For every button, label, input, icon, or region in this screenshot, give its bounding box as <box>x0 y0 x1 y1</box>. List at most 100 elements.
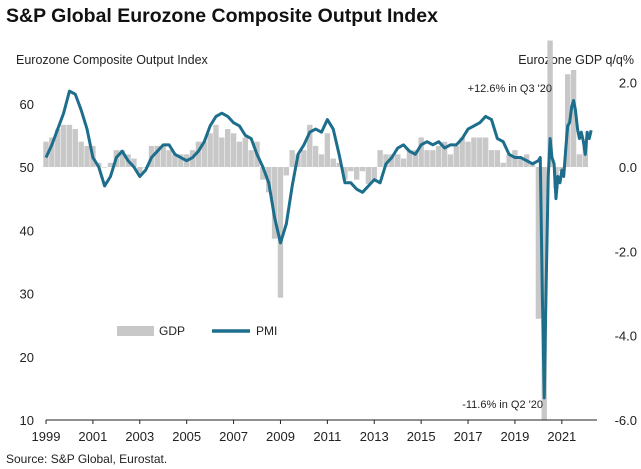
left-tick-label: 50 <box>20 160 34 175</box>
x-tick-label: 2021 <box>547 429 576 444</box>
gdp-bar <box>55 129 61 167</box>
gdp-bar <box>160 145 166 167</box>
gdp-bar <box>400 158 407 167</box>
gdp-bar <box>78 141 84 167</box>
gdp-bar <box>383 154 389 167</box>
gdp-bar <box>436 145 442 167</box>
gdp-bar <box>260 167 266 180</box>
gdp-bar <box>72 129 78 167</box>
x-tick-label: 2019 <box>500 429 529 444</box>
gdp-bar <box>570 70 577 167</box>
left-axis-label: Eurozone Composite Output Index <box>16 53 209 67</box>
gdp-bar <box>101 167 108 168</box>
gdp-bar <box>154 145 161 167</box>
gdp-bar <box>301 150 307 167</box>
gdp-bar <box>471 137 477 167</box>
gdp-bar <box>441 141 448 167</box>
gdp-bar <box>330 158 336 167</box>
legend: GDP PMI <box>117 324 277 338</box>
right-axis-label: Eurozone GDP q/q% <box>518 53 634 67</box>
gdp-bar <box>49 137 55 167</box>
gdp-bar <box>371 167 377 180</box>
left-tick-label: 30 <box>20 287 34 302</box>
gdp-bar <box>465 141 471 167</box>
gdp-bar <box>312 145 319 167</box>
x-tick-label: 2003 <box>125 429 154 444</box>
gdp-bar <box>459 137 465 167</box>
gdp-bar <box>236 141 243 167</box>
gdp-bar <box>277 167 284 298</box>
gdp-bar <box>477 137 483 167</box>
x-ticks: 1999 2001 2003 2005 2007 2009 2011 2013 2015 2017… <box>32 420 576 444</box>
gdp-bar <box>324 133 331 167</box>
x-tick-label: 2009 <box>266 429 295 444</box>
gdp-bar <box>283 167 290 176</box>
gdp-bar <box>430 150 436 167</box>
left-tick-label: 60 <box>20 97 34 112</box>
gdp-bar <box>482 137 489 167</box>
gdp-bar <box>107 162 114 167</box>
gdp-bar <box>289 150 295 167</box>
x-tick-label: 2015 <box>407 429 436 444</box>
gdp-bar <box>424 150 430 167</box>
chart-title: S&P Global Eurozone Composite Output Ind… <box>6 5 438 27</box>
x-tick-label: 2001 <box>78 429 107 444</box>
gdp-bar <box>178 154 184 167</box>
source-note: Source: S&P Global, Eurostat. <box>6 452 167 466</box>
gdp-bar <box>488 150 495 167</box>
annotation-q2-2020: -11.6% in Q2 '20 <box>462 399 543 411</box>
gdp-bar <box>576 154 583 167</box>
gdp-bar <box>207 133 213 167</box>
legend-gdp-label: GDP <box>159 324 185 338</box>
gdp-bar <box>219 137 225 167</box>
gdp-bar <box>131 158 137 167</box>
legend-pmi-label: PMI <box>256 324 277 338</box>
annotation-q3-2020: +12.6% in Q3 '20 <box>468 83 552 95</box>
pmi-line <box>44 89 593 400</box>
gdp-bar <box>60 124 67 167</box>
gdp-bar <box>242 137 248 167</box>
right-tick-label: -4.0 <box>615 329 637 344</box>
gdp-bar <box>213 124 219 167</box>
pmi-line-group <box>44 89 593 400</box>
left-tick-label: 20 <box>20 350 34 365</box>
gdp-bar <box>547 40 553 167</box>
gdp-bar <box>307 124 313 167</box>
gdp-bar <box>225 129 231 167</box>
gdp-bar <box>172 154 178 167</box>
gdp-bar <box>359 167 366 172</box>
gdp-bar <box>166 150 172 167</box>
gdp-bar <box>565 74 571 167</box>
right-tick-label: -2.0 <box>615 244 637 259</box>
gdp-bar <box>377 150 383 167</box>
gdp-bar <box>406 150 413 167</box>
gdp-bar <box>518 158 524 167</box>
x-tick-label: 2013 <box>360 429 389 444</box>
gdp-bar <box>137 167 143 176</box>
gdp-bar <box>447 154 454 167</box>
x-tick-label: 2017 <box>454 429 483 444</box>
gdp-bar <box>348 167 354 172</box>
gdp-bar <box>541 167 547 420</box>
gdp-bar <box>353 167 360 180</box>
gdp-bar <box>201 141 207 167</box>
gdp-bar <box>418 137 424 167</box>
gdp-bar <box>248 150 254 167</box>
right-tick-label: -6.0 <box>615 413 637 428</box>
gdp-bar <box>494 150 501 167</box>
gdp-bar <box>342 167 348 180</box>
right-tick-label: 2.0 <box>619 76 637 91</box>
gdp-bar <box>318 154 325 167</box>
gdp-bar <box>506 154 512 167</box>
gdp-bars <box>43 40 588 420</box>
gdp-bar <box>500 162 506 167</box>
gdp-bar <box>84 145 90 167</box>
gdp-bar <box>535 167 542 319</box>
legend-gdp-swatch <box>117 326 154 336</box>
left-tick-label: 10 <box>20 413 34 428</box>
gdp-bar <box>389 154 395 167</box>
x-tick-label: 1999 <box>32 429 61 444</box>
gdp-bar <box>336 162 342 167</box>
right-tick-label: 0.0 <box>619 160 637 175</box>
